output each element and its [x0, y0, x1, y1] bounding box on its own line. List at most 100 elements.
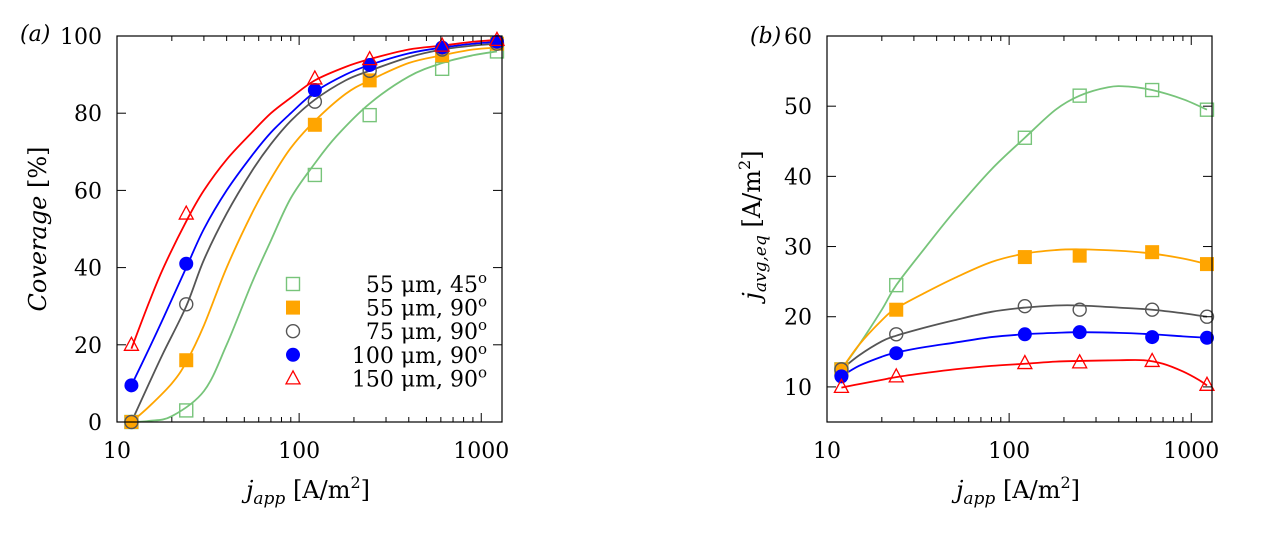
legend-label: 75 μm, 90o [366, 316, 487, 345]
y-label-unit: [%] [24, 146, 52, 195]
x-tick-label: 100 [988, 439, 1030, 464]
fit-curve-55-m-45 [840, 85, 1208, 370]
y-tick-label: 30 [784, 236, 812, 261]
legend-label-degree: o [478, 293, 487, 311]
series-55-m-90 [834, 245, 1214, 377]
legend-label: 55 μm, 90o [366, 293, 487, 322]
panel-a: 10 100 1000 0 20 40 60 80 100 (a) japp [A/m2] Cover… [20, 22, 509, 509]
legend-label-text: 150 μm, 90 [352, 367, 478, 392]
data-point [1199, 309, 1215, 324]
legend-label-text: 100 μm, 90 [352, 344, 478, 369]
data-point [1072, 88, 1087, 103]
data-point [179, 403, 194, 418]
fit-curve-150-m-90 [130, 38, 498, 349]
data-point [1072, 302, 1087, 317]
y-tick-label: 10 [784, 376, 812, 401]
legend-marker [285, 276, 301, 292]
data-point [1017, 250, 1032, 265]
series-100-m-90 [834, 325, 1214, 384]
fit-curve-55-m-45 [131, 50, 498, 423]
x-tick-label: 1000 [1163, 439, 1219, 464]
x-tick-label: 10 [103, 439, 131, 464]
y-label-close: ] [738, 150, 766, 159]
data-point [307, 117, 322, 132]
data-point [1017, 299, 1033, 314]
series-150-m-90 [123, 30, 506, 351]
data-point [179, 297, 194, 312]
x-label-unit: [A/m [285, 476, 350, 504]
y-axis-label: Coverage [%] [24, 146, 52, 311]
data-point [488, 30, 506, 47]
data-point [889, 327, 904, 342]
y-axis: 0 20 40 60 80 100 [60, 25, 502, 436]
legend-item: 55 μm, 45o [285, 269, 487, 298]
x-axis-label: japp [A/m2] [951, 473, 1080, 509]
data-point [889, 277, 904, 293]
fit-curve-75-m-90 [840, 304, 1208, 371]
fit-curve-100-m-90 [130, 40, 498, 386]
data-point [888, 367, 905, 383]
y-label-unit: [A/m [738, 170, 766, 235]
x-axis: 10 100 1000 [813, 36, 1219, 464]
fit-curve-75-m-90 [130, 42, 498, 423]
data-point [1071, 353, 1088, 369]
data-point [1017, 327, 1032, 342]
x-label-superscript: 2 [1060, 473, 1070, 492]
legend-label: 150 μm, 90o [352, 363, 487, 392]
data-point [1198, 375, 1216, 391]
data-point [1199, 330, 1214, 345]
data-point [1199, 102, 1215, 117]
y-label-symbol: Coverage [24, 196, 52, 312]
series-55-m-45 [834, 82, 1215, 377]
x-label-unit: [A/m [995, 476, 1060, 504]
legend-marker [285, 324, 301, 339]
data-point [1145, 330, 1160, 345]
y-axis: 10 20 30 40 50 60 [784, 25, 1212, 401]
data-point [124, 378, 139, 393]
y-tick-label: 0 [88, 411, 102, 436]
plot-frame [116, 35, 503, 423]
x-label-subscript: app [963, 489, 995, 509]
curves [130, 38, 498, 423]
y-tick-label: 40 [74, 257, 102, 282]
data-point [1144, 302, 1160, 317]
data-point [307, 83, 322, 98]
y-label-superscript: 2 [735, 160, 754, 170]
y-tick-label: 80 [74, 102, 102, 127]
y-tick-label: 50 [784, 95, 812, 120]
data-point [889, 346, 904, 361]
legend-label-text: 55 μm, 90 [366, 297, 478, 322]
x-tick-label: 10 [813, 439, 841, 464]
y-tick-label: 40 [784, 165, 812, 190]
legend-item: 100 μm, 90o [286, 340, 487, 369]
data-point [889, 302, 904, 317]
y-label-subscript: avg,eq [751, 235, 771, 292]
y-tick-label: 20 [74, 334, 102, 359]
x-axis-label: japp [A/m2] [241, 473, 370, 509]
x-label-close: ] [361, 476, 370, 504]
plot-frame [826, 35, 1213, 423]
legend-marker [286, 347, 300, 362]
data-point [361, 50, 378, 66]
fit-curve-150-m-90 [841, 359, 1208, 389]
data-point [1145, 245, 1160, 260]
legend-label-text: 55 μm, 45 [366, 273, 478, 298]
data-point [179, 353, 194, 368]
data-point [178, 204, 195, 220]
fit-curve-55-m-90 [130, 46, 498, 423]
series-150-m-90 [833, 352, 1216, 394]
legend-item: 55 μm, 90o [286, 293, 487, 322]
legend-item: 75 μm, 90o [285, 316, 487, 345]
y-axis-label: javg,eq [A/m2] [735, 150, 771, 304]
y-label-symbol: j [738, 292, 766, 305]
legend-label-text: 75 μm, 90 [366, 320, 478, 345]
legend-label: 100 μm, 90o [352, 340, 487, 369]
data-point [1017, 130, 1033, 145]
x-tick-label: 1000 [453, 439, 509, 464]
legend-label-degree: o [478, 269, 487, 287]
legend-marker [286, 300, 300, 315]
data-point [362, 107, 377, 123]
